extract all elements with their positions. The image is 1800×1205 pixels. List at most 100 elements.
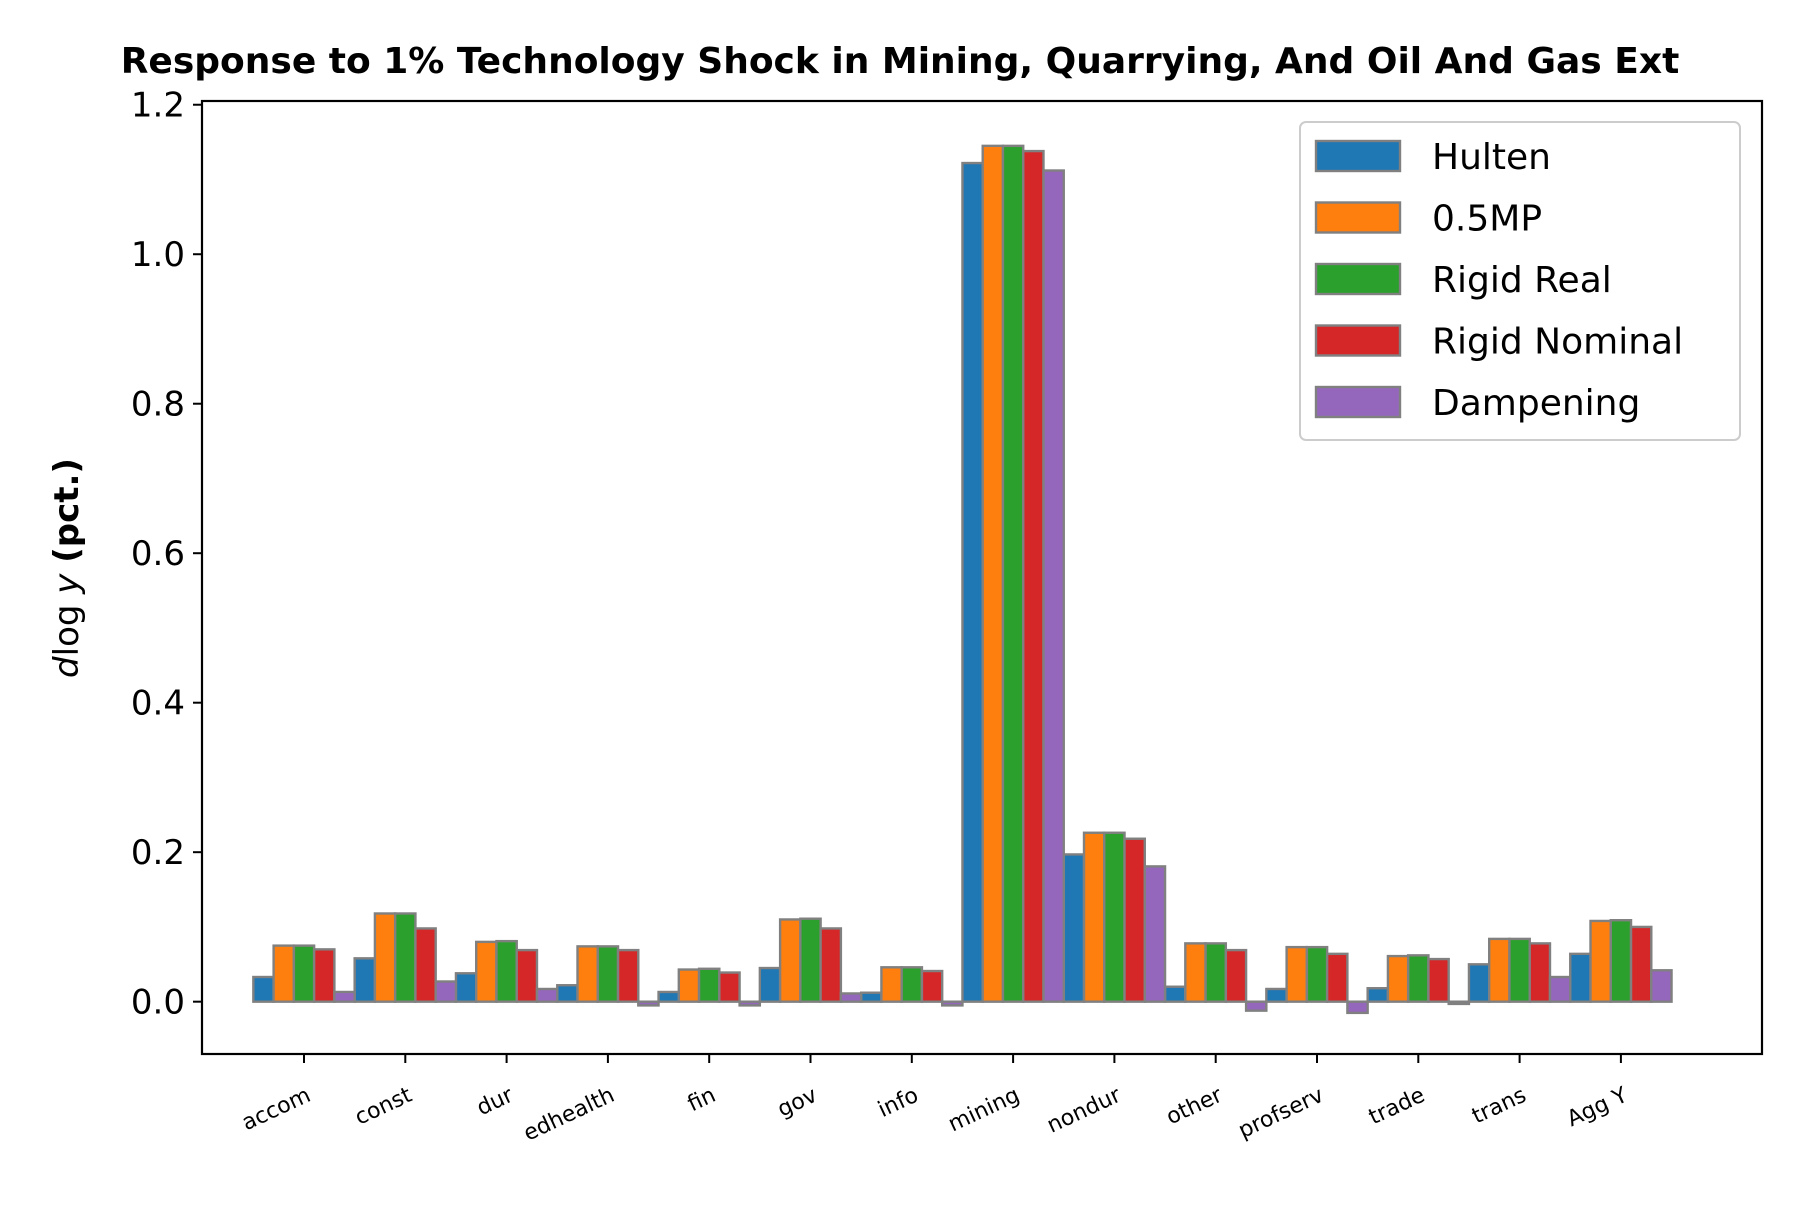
- bar-0-5mp-profserv: [1285, 945, 1309, 1003]
- bar-hulten-gov: [758, 966, 782, 1003]
- x-tick-label: nondur: [1043, 1082, 1125, 1138]
- bar-hulten-accom: [252, 975, 275, 1003]
- bar-rigid-nominal-gov: [819, 927, 843, 1003]
- bar-dampening-dur: [535, 987, 559, 1003]
- bar-hulten-nondur: [1062, 853, 1086, 1003]
- bar-rigid-nominal-fin: [718, 971, 741, 1003]
- x-tick-label: gov: [774, 1083, 821, 1123]
- legend-swatch-rigid-real: [1314, 262, 1402, 296]
- bar-hulten-trade: [1366, 987, 1390, 1003]
- y-axis-label-unit: (pct.): [47, 458, 87, 563]
- x-axis: accom const dur edhealth fin gov info mining non…: [238, 1054, 1632, 1146]
- y-tick-label: 1.2: [131, 86, 185, 126]
- bar-0-5mp-other: [1184, 942, 1207, 1003]
- bar-rigid-real-gov: [799, 917, 822, 1003]
- x-tick-label: trans: [1468, 1083, 1530, 1130]
- legend-label: Dampening: [1432, 383, 1640, 424]
- legend: Hulten 0.5MP Rigid Real Rigid Nominal Dampen…: [1299, 121, 1741, 441]
- legend-label: Rigid Nominal: [1432, 322, 1683, 363]
- bar-rigid-nominal-edhealth: [616, 948, 640, 1003]
- bar-dampening-edhealth: [637, 1000, 660, 1007]
- bar-dampening-other: [1244, 1000, 1268, 1012]
- bar-0-5mp-const: [373, 912, 397, 1003]
- y-tick-label: 1.0: [131, 235, 185, 275]
- y-axis-label-d: d: [47, 656, 87, 678]
- bar-dampening-nondur: [1143, 865, 1167, 1003]
- bar-hulten-fin: [657, 990, 681, 1003]
- bar-rigid-real-dur: [495, 939, 518, 1003]
- bar-hulten-const: [353, 957, 377, 1003]
- bar-dampening-trans: [1548, 975, 1572, 1003]
- bar-hulten-agg-y: [1569, 952, 1592, 1003]
- bar-dampening-agg-y: [1650, 969, 1673, 1003]
- bar-rigid-real-agg-y: [1609, 919, 1633, 1003]
- bar-dampening-profserv: [1346, 1000, 1369, 1015]
- bar-hulten-other: [1163, 985, 1187, 1003]
- bar-rigid-nominal-trade: [1427, 957, 1450, 1003]
- bar-rigid-nominal-trans: [1528, 942, 1552, 1003]
- chart-title: Response to 1% Technology Shock in Minin…: [121, 41, 1680, 82]
- bar-rigid-nominal-other: [1224, 948, 1248, 1003]
- bar-rigid-nominal-accom: [312, 948, 336, 1003]
- bar-0-5mp-nondur: [1082, 831, 1106, 1003]
- x-tick-label: other: [1163, 1082, 1228, 1130]
- bar-0-5mp-gov: [778, 918, 802, 1003]
- bar-hulten-trans: [1467, 963, 1491, 1003]
- bar-dampening-mining: [1042, 169, 1065, 1003]
- bar-0-5mp-accom: [272, 944, 296, 1003]
- bar-rigid-real-mining: [1001, 144, 1025, 1003]
- bar-rigid-real-profserv: [1305, 945, 1329, 1003]
- y-tick-label: 0.0: [131, 983, 185, 1023]
- x-tick-label: Agg Y: [1563, 1083, 1632, 1133]
- y-tick-label: 0.8: [131, 385, 185, 425]
- bar-hulten-edhealth: [556, 984, 579, 1003]
- bar-dampening-fin: [738, 1000, 762, 1007]
- bar-0-5mp-fin: [677, 968, 701, 1003]
- bar-rigid-real-trans: [1508, 937, 1531, 1003]
- y-tick-label: 0.4: [131, 684, 185, 724]
- bar-dampening-trade: [1447, 1000, 1471, 1006]
- bars-group: [252, 144, 1673, 1015]
- x-tick-label: profserv: [1235, 1083, 1328, 1144]
- y-axis: 0.0 0.2 0.4 0.6 0.8 1.0 1.2: [131, 86, 202, 1023]
- bar-rigid-nominal-const: [414, 927, 437, 1003]
- bar-rigid-real-edhealth: [596, 945, 620, 1003]
- y-axis-label-log: log: [47, 605, 87, 657]
- x-tick-label: const: [351, 1083, 416, 1131]
- plot-area: 0.0 0.2 0.4 0.6 0.8 1.0 1.2 accom const dur edhea…: [131, 86, 1764, 1146]
- bar-rigid-real-nondur: [1103, 831, 1126, 1003]
- bar-hulten-profserv: [1265, 987, 1288, 1003]
- bar-0-5mp-dur: [475, 940, 498, 1003]
- legend-swatch-0-5mp: [1314, 201, 1402, 234]
- legend-swatch-rigid-nominal: [1314, 324, 1402, 357]
- x-tick-label: accom: [238, 1083, 314, 1136]
- x-tick-label: trade: [1365, 1083, 1429, 1130]
- bar-rigid-real-trade: [1406, 954, 1430, 1003]
- bar-rigid-nominal-info: [920, 969, 944, 1003]
- legend-label: Hulten: [1432, 137, 1551, 178]
- bar-rigid-real-const: [393, 912, 417, 1003]
- bar-hulten-dur: [454, 972, 478, 1003]
- bar-rigid-real-fin: [697, 967, 721, 1003]
- x-tick-label: dur: [473, 1082, 518, 1121]
- x-tick-label: edhealth: [520, 1083, 619, 1147]
- legend-label: Rigid Real: [1432, 260, 1612, 301]
- bar-dampening-accom: [333, 990, 356, 1003]
- bar-rigid-nominal-dur: [515, 948, 539, 1003]
- y-tick-label: 0.2: [131, 833, 185, 873]
- x-tick-label: info: [874, 1083, 922, 1123]
- axes-frame: [200, 99, 1764, 1056]
- legend-label: 0.5MP: [1432, 199, 1542, 240]
- legend-box: [1299, 121, 1741, 441]
- legend-swatch-hulten: [1314, 139, 1402, 173]
- bar-0-5mp-agg-y: [1589, 919, 1612, 1003]
- bar-rigid-nominal-nondur: [1123, 837, 1146, 1003]
- bar-0-5mp-mining: [981, 144, 1005, 1003]
- y-tick-label: 0.6: [131, 534, 185, 574]
- bar-0-5mp-edhealth: [576, 945, 599, 1003]
- y-axis-label: dlog y (pct.): [47, 458, 87, 678]
- bar-rigid-nominal-mining: [1022, 149, 1045, 1003]
- y-axis-label-y: y: [47, 573, 87, 595]
